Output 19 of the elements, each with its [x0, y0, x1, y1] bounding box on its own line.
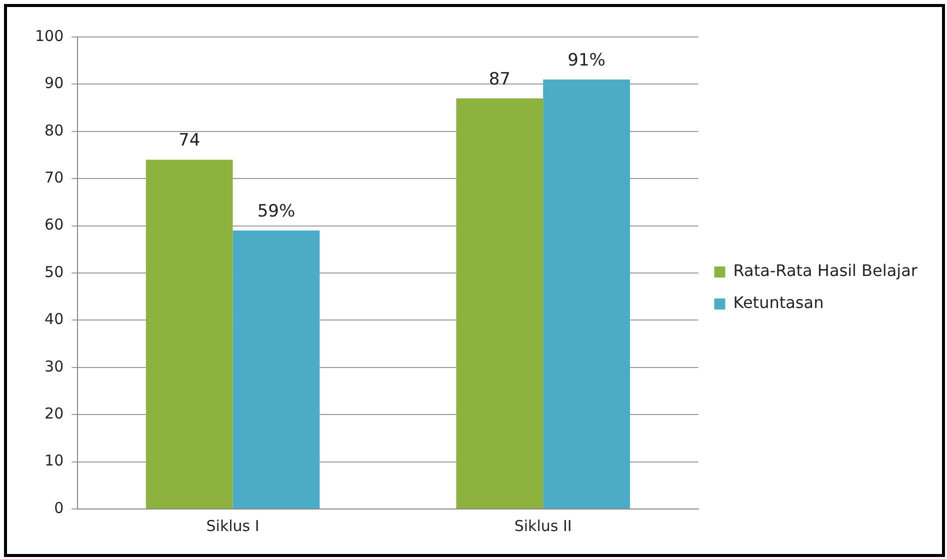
y-tick-label: 100: [34, 26, 64, 45]
data-label: 91%: [568, 50, 606, 70]
y-tick-label: 30: [44, 357, 64, 376]
legend-label: Ketuntasan: [733, 293, 824, 312]
y-tick-label: 50: [44, 262, 64, 281]
y-tick-label: 70: [44, 168, 64, 186]
y-tick-label: 80: [44, 121, 64, 140]
x-tick-label: Siklus I: [206, 516, 260, 535]
legend-label: Rata-Rata Hasil Belajar: [733, 261, 918, 280]
y-tick-label: 10: [44, 452, 64, 470]
y-tick-label: 40: [44, 310, 64, 328]
data-label: 74: [178, 130, 200, 151]
data-label: 87: [488, 69, 510, 90]
data-label: 59%: [257, 201, 296, 222]
y-tick-label: 60: [44, 216, 64, 234]
x-tick-label: Siklus II: [514, 516, 572, 535]
y-tick-label: 0: [54, 498, 64, 517]
y-tick-label: 90: [44, 74, 64, 92]
y-tick-label: 20: [44, 404, 64, 422]
